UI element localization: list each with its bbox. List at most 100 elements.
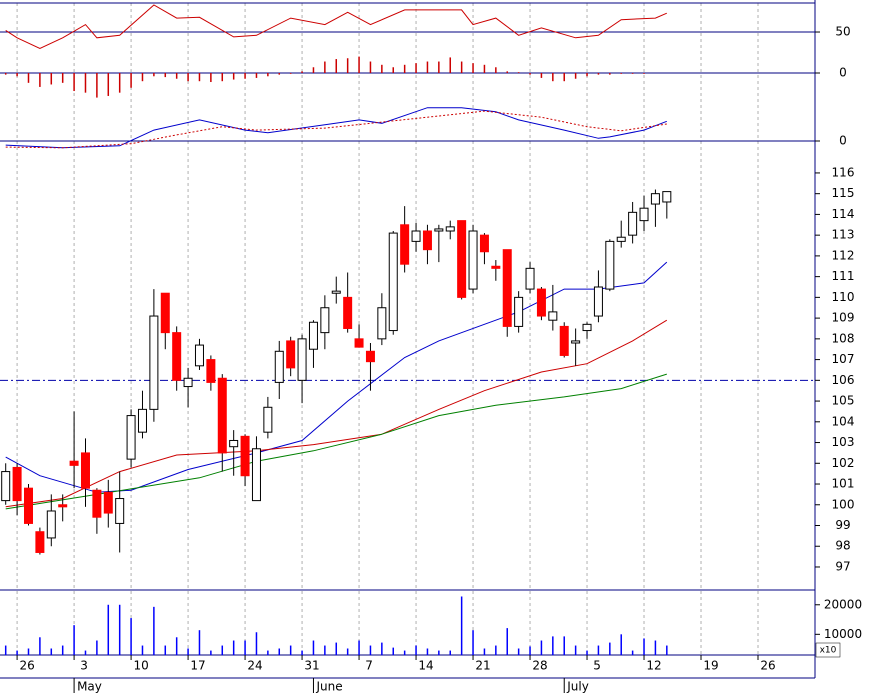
histogram-bar [495,67,497,73]
x-tick-label: 12 [646,659,661,673]
y-tick-label: 112 [832,248,855,262]
x-tick-label: 14 [418,659,433,673]
y-tick-label: 100 [832,497,855,511]
candle-body [628,211,638,236]
histogram-bar [16,73,18,77]
histogram-bar [643,73,645,74]
volume-bar [586,650,588,655]
indicator-line [5,110,667,149]
volume-bar [73,625,75,655]
histogram-bar [267,73,269,77]
candle-body [548,311,558,321]
volume-bar [84,650,87,655]
volume-bar [301,650,303,655]
candle-body [491,265,501,269]
volume-bar [289,645,292,655]
histogram-bar [483,64,486,73]
candle-body [571,340,581,344]
volume-bar [529,646,531,655]
volume-bar [118,604,121,655]
volume-bar [141,645,144,655]
volume-bar [96,640,98,655]
histogram-bar [449,57,451,73]
histogram-bar [631,73,634,74]
candle-body [1,471,11,502]
y-tick-label: 10000 [824,627,862,641]
candle-body [172,332,182,381]
x-tick-label: 17 [190,659,205,673]
histogram-bar [210,73,212,83]
candle-body [514,296,524,327]
histogram-bar [586,73,588,77]
volume-bar [563,636,565,655]
histogram-bar [609,73,611,75]
candle-body [605,240,615,290]
histogram-bar [381,64,383,73]
candle-body [639,207,649,222]
volume-bar [540,640,543,655]
candle-body [388,232,398,332]
volume-bar [4,645,7,655]
moving-average [5,373,667,510]
y-tick-label: 97 [835,559,850,573]
y-tick-label: 110 [832,290,855,304]
volume-bar [164,645,167,655]
x-tick-label: 19 [703,659,718,673]
y-tick-label: 20000 [824,597,862,611]
y-tick-label: 0 [839,134,847,148]
volume-bar [61,645,64,655]
candle-body [343,296,353,329]
candle-body [286,340,296,369]
volume-bar [358,640,360,655]
candle-body [525,267,535,290]
volume-bar [50,648,53,655]
month-label: July [566,680,589,693]
histogram-bar [472,63,474,73]
histogram-bar [403,64,406,73]
candle-body [103,491,113,514]
volume-bar [175,637,178,655]
volume-bar [39,637,41,655]
y-tick-label: 113 [832,228,855,242]
histogram-bar [118,73,121,93]
candle-body [80,452,90,489]
histogram-bar [517,72,520,73]
histogram-bar [597,73,600,75]
histogram-bar [574,73,577,79]
volume-bar [654,640,657,655]
candle-body [536,288,546,317]
candle-body [274,350,284,383]
candle-body [240,435,250,477]
volume-bar [324,645,326,655]
volume-bar [574,645,577,655]
x-tick-label: 26 [760,659,775,673]
candle-body [297,338,307,381]
x-tick-label: 7 [365,659,373,673]
histogram-bar [61,73,64,83]
candle-body [126,415,136,460]
volume-bar [403,650,406,655]
y-tick-label: 107 [832,352,855,366]
candle-body [320,307,330,334]
histogram-bar [4,73,7,75]
histogram-bar [415,63,417,73]
candle-body [183,377,193,388]
candle-body [616,236,626,242]
histogram-bar [506,71,508,73]
candle-body [662,191,672,203]
histogram-bar [278,73,281,75]
histogram-bar [312,67,315,73]
histogram-bar [39,73,41,87]
y-tick-label: 108 [832,331,855,345]
histogram-bar [369,61,372,73]
multiplier-box [815,642,841,658]
candle-body [593,286,603,317]
candle-body [12,466,22,502]
x-tick-label: 10 [133,659,148,673]
volume-bar [620,634,622,655]
candle-body [582,323,592,332]
y-tick-label: 101 [832,477,855,491]
volume-bar [153,606,155,655]
volume-bar [312,640,315,655]
volume-bar [198,630,201,655]
